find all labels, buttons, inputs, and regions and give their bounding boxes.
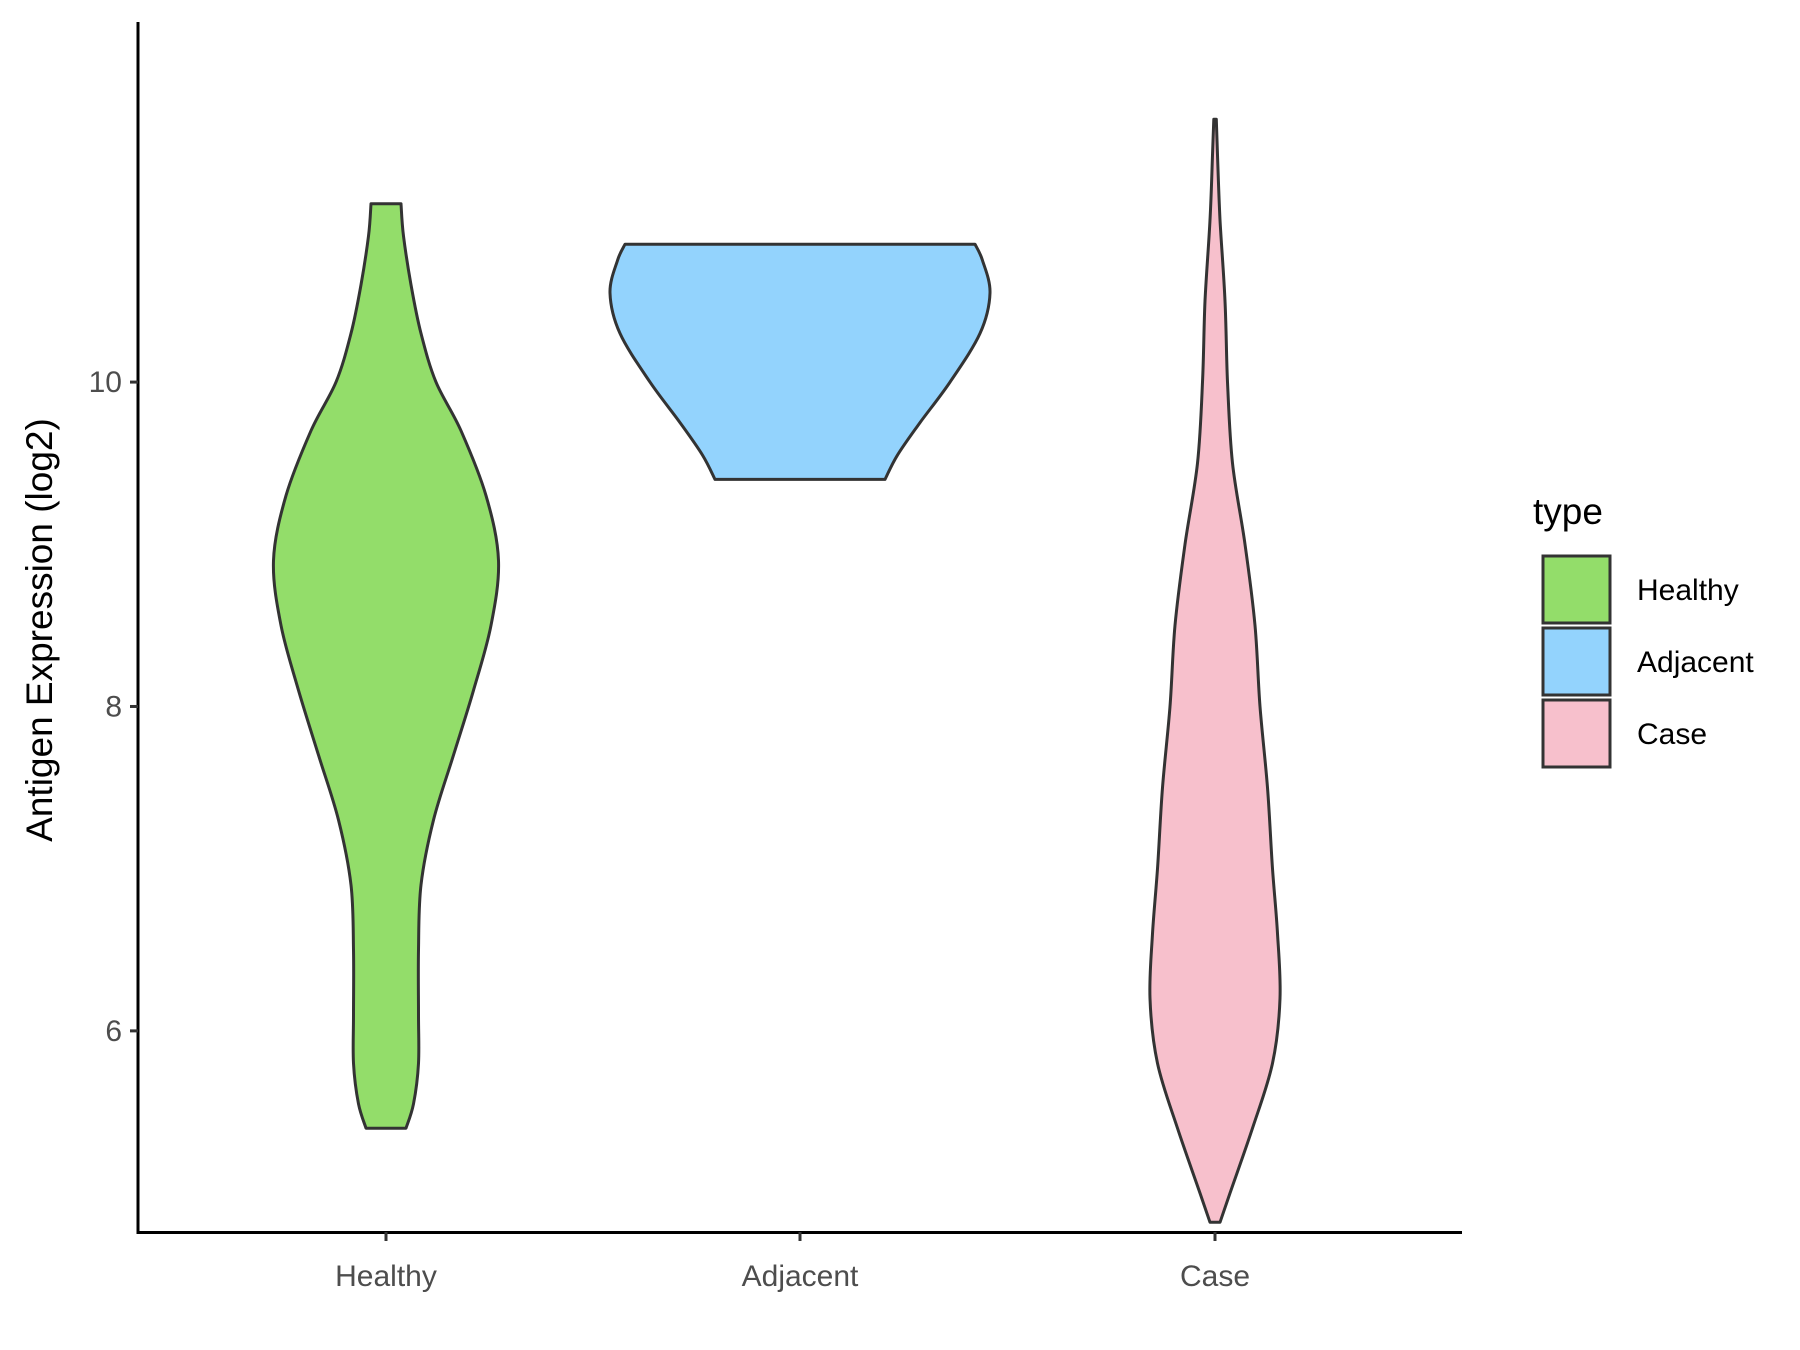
legend-swatch-adjacent xyxy=(1541,626,1612,697)
y-axis-title: Antigen Expression (log2) xyxy=(19,418,60,842)
y-tick-label: 10 xyxy=(89,366,122,399)
legend-title: type xyxy=(1533,491,1603,532)
legend-label-healthy: Healthy xyxy=(1637,574,1739,607)
x-tick-label-case: Case xyxy=(1180,1260,1250,1293)
violins-group xyxy=(271,117,1282,1224)
violin-adjacent xyxy=(608,242,992,481)
legend-label-case: Case xyxy=(1637,718,1707,751)
legend: type Healthy Adjacent Case xyxy=(1533,491,1754,769)
x-ticks-group: Healthy Adjacent Case xyxy=(335,1232,1250,1293)
x-tick-label-healthy: Healthy xyxy=(335,1260,437,1293)
y-tick-label: 6 xyxy=(105,1015,122,1048)
legend-label-adjacent: Adjacent xyxy=(1637,646,1754,679)
axes-group: 6 8 10 Healthy Adjacent Case xyxy=(89,22,1462,1293)
y-tick-label: 8 xyxy=(105,690,122,723)
violin-healthy xyxy=(271,202,501,1130)
legend-swatch-case xyxy=(1541,698,1612,769)
legend-swatch-healthy xyxy=(1541,554,1612,625)
violin-case xyxy=(1148,117,1282,1224)
legend-entries: Healthy Adjacent Case xyxy=(1541,554,1754,769)
y-ticks-group: 6 8 10 xyxy=(89,366,138,1048)
x-tick-label-adjacent: Adjacent xyxy=(742,1260,859,1293)
